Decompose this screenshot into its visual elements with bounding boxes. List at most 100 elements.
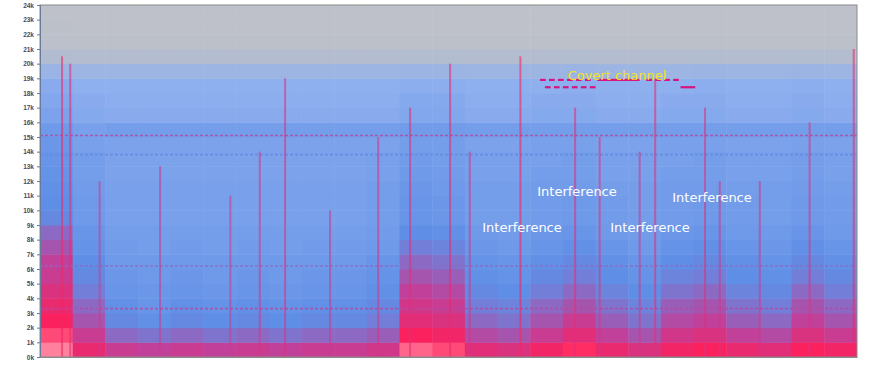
cell [498, 181, 531, 196]
cell [563, 254, 596, 269]
cell [334, 298, 367, 313]
cell [628, 196, 661, 211]
cell [105, 298, 138, 313]
cell [105, 284, 138, 299]
cell [530, 240, 563, 255]
cell [694, 78, 727, 93]
cell [432, 78, 465, 93]
impulse [259, 152, 261, 357]
cell [726, 64, 759, 79]
cell [334, 5, 367, 20]
cell [203, 342, 236, 357]
cell [498, 5, 531, 20]
cell [628, 269, 661, 284]
cell [105, 342, 138, 357]
cell [792, 108, 825, 123]
y-tick: 14k [23, 148, 40, 155]
cell [40, 78, 73, 93]
cell [661, 137, 694, 152]
y-tick: 9k [27, 222, 40, 229]
cell [628, 93, 661, 108]
cell [105, 254, 138, 269]
annotation: Interference [610, 220, 690, 235]
y-tick: 4k [27, 295, 40, 302]
cell [367, 269, 400, 284]
cell [203, 49, 236, 64]
cell [498, 108, 531, 123]
cell [269, 34, 302, 49]
cell [432, 166, 465, 181]
y-tick-mark [37, 225, 40, 226]
cell [694, 20, 727, 35]
cell [40, 49, 73, 64]
cell [367, 64, 400, 79]
cell [236, 64, 269, 79]
cell [661, 20, 694, 35]
cell [824, 328, 857, 343]
cell [203, 313, 236, 328]
cell [498, 137, 531, 152]
cell [334, 269, 367, 284]
cell [792, 225, 825, 240]
cell [824, 137, 857, 152]
cell [563, 34, 596, 49]
cell [138, 20, 171, 35]
cell [563, 137, 596, 152]
cell [105, 225, 138, 240]
cell [759, 196, 792, 211]
cell [138, 49, 171, 64]
y-tick-label: 8k [27, 236, 35, 243]
cell [334, 20, 367, 35]
cell [203, 5, 236, 20]
cell [105, 137, 138, 152]
impulses [61, 49, 855, 357]
covert-segment [549, 79, 555, 81]
cell [498, 342, 531, 357]
cell [236, 93, 269, 108]
cell [301, 49, 334, 64]
cell [367, 34, 400, 49]
cell [73, 137, 106, 152]
cell [203, 254, 236, 269]
cell [40, 137, 73, 152]
cell [399, 342, 432, 357]
y-tick-label: 11k [24, 192, 35, 199]
cell [334, 137, 367, 152]
covert-segment [581, 86, 587, 88]
cell [367, 284, 400, 299]
cell [236, 342, 269, 357]
cell [73, 210, 106, 225]
cell [432, 64, 465, 79]
cell [563, 210, 596, 225]
y-tick-label: 12k [23, 178, 34, 185]
cell [40, 298, 73, 313]
cell [661, 93, 694, 108]
cell [792, 210, 825, 225]
cell [171, 328, 204, 343]
cell [105, 20, 138, 35]
cell [792, 254, 825, 269]
cell [171, 93, 204, 108]
cell [236, 240, 269, 255]
cell [465, 93, 498, 108]
cell [432, 49, 465, 64]
cell [530, 5, 563, 20]
cell [399, 49, 432, 64]
cell [824, 313, 857, 328]
cell [759, 240, 792, 255]
cell [759, 108, 792, 123]
cell [694, 166, 727, 181]
y-axis: 0k1k2k3k4k5k6k7k8k9k10k11k12k13k14k15k16… [23, 2, 40, 361]
cell [824, 108, 857, 123]
background [0, 0, 876, 377]
cell [792, 342, 825, 357]
cell [530, 20, 563, 35]
y-tick-label: 19k [23, 75, 34, 82]
y-tick-label: 5k [27, 280, 35, 287]
cell [367, 196, 400, 211]
cell [203, 181, 236, 196]
cell [40, 269, 73, 284]
cell [759, 93, 792, 108]
cell [726, 137, 759, 152]
covert-segment [673, 79, 679, 81]
